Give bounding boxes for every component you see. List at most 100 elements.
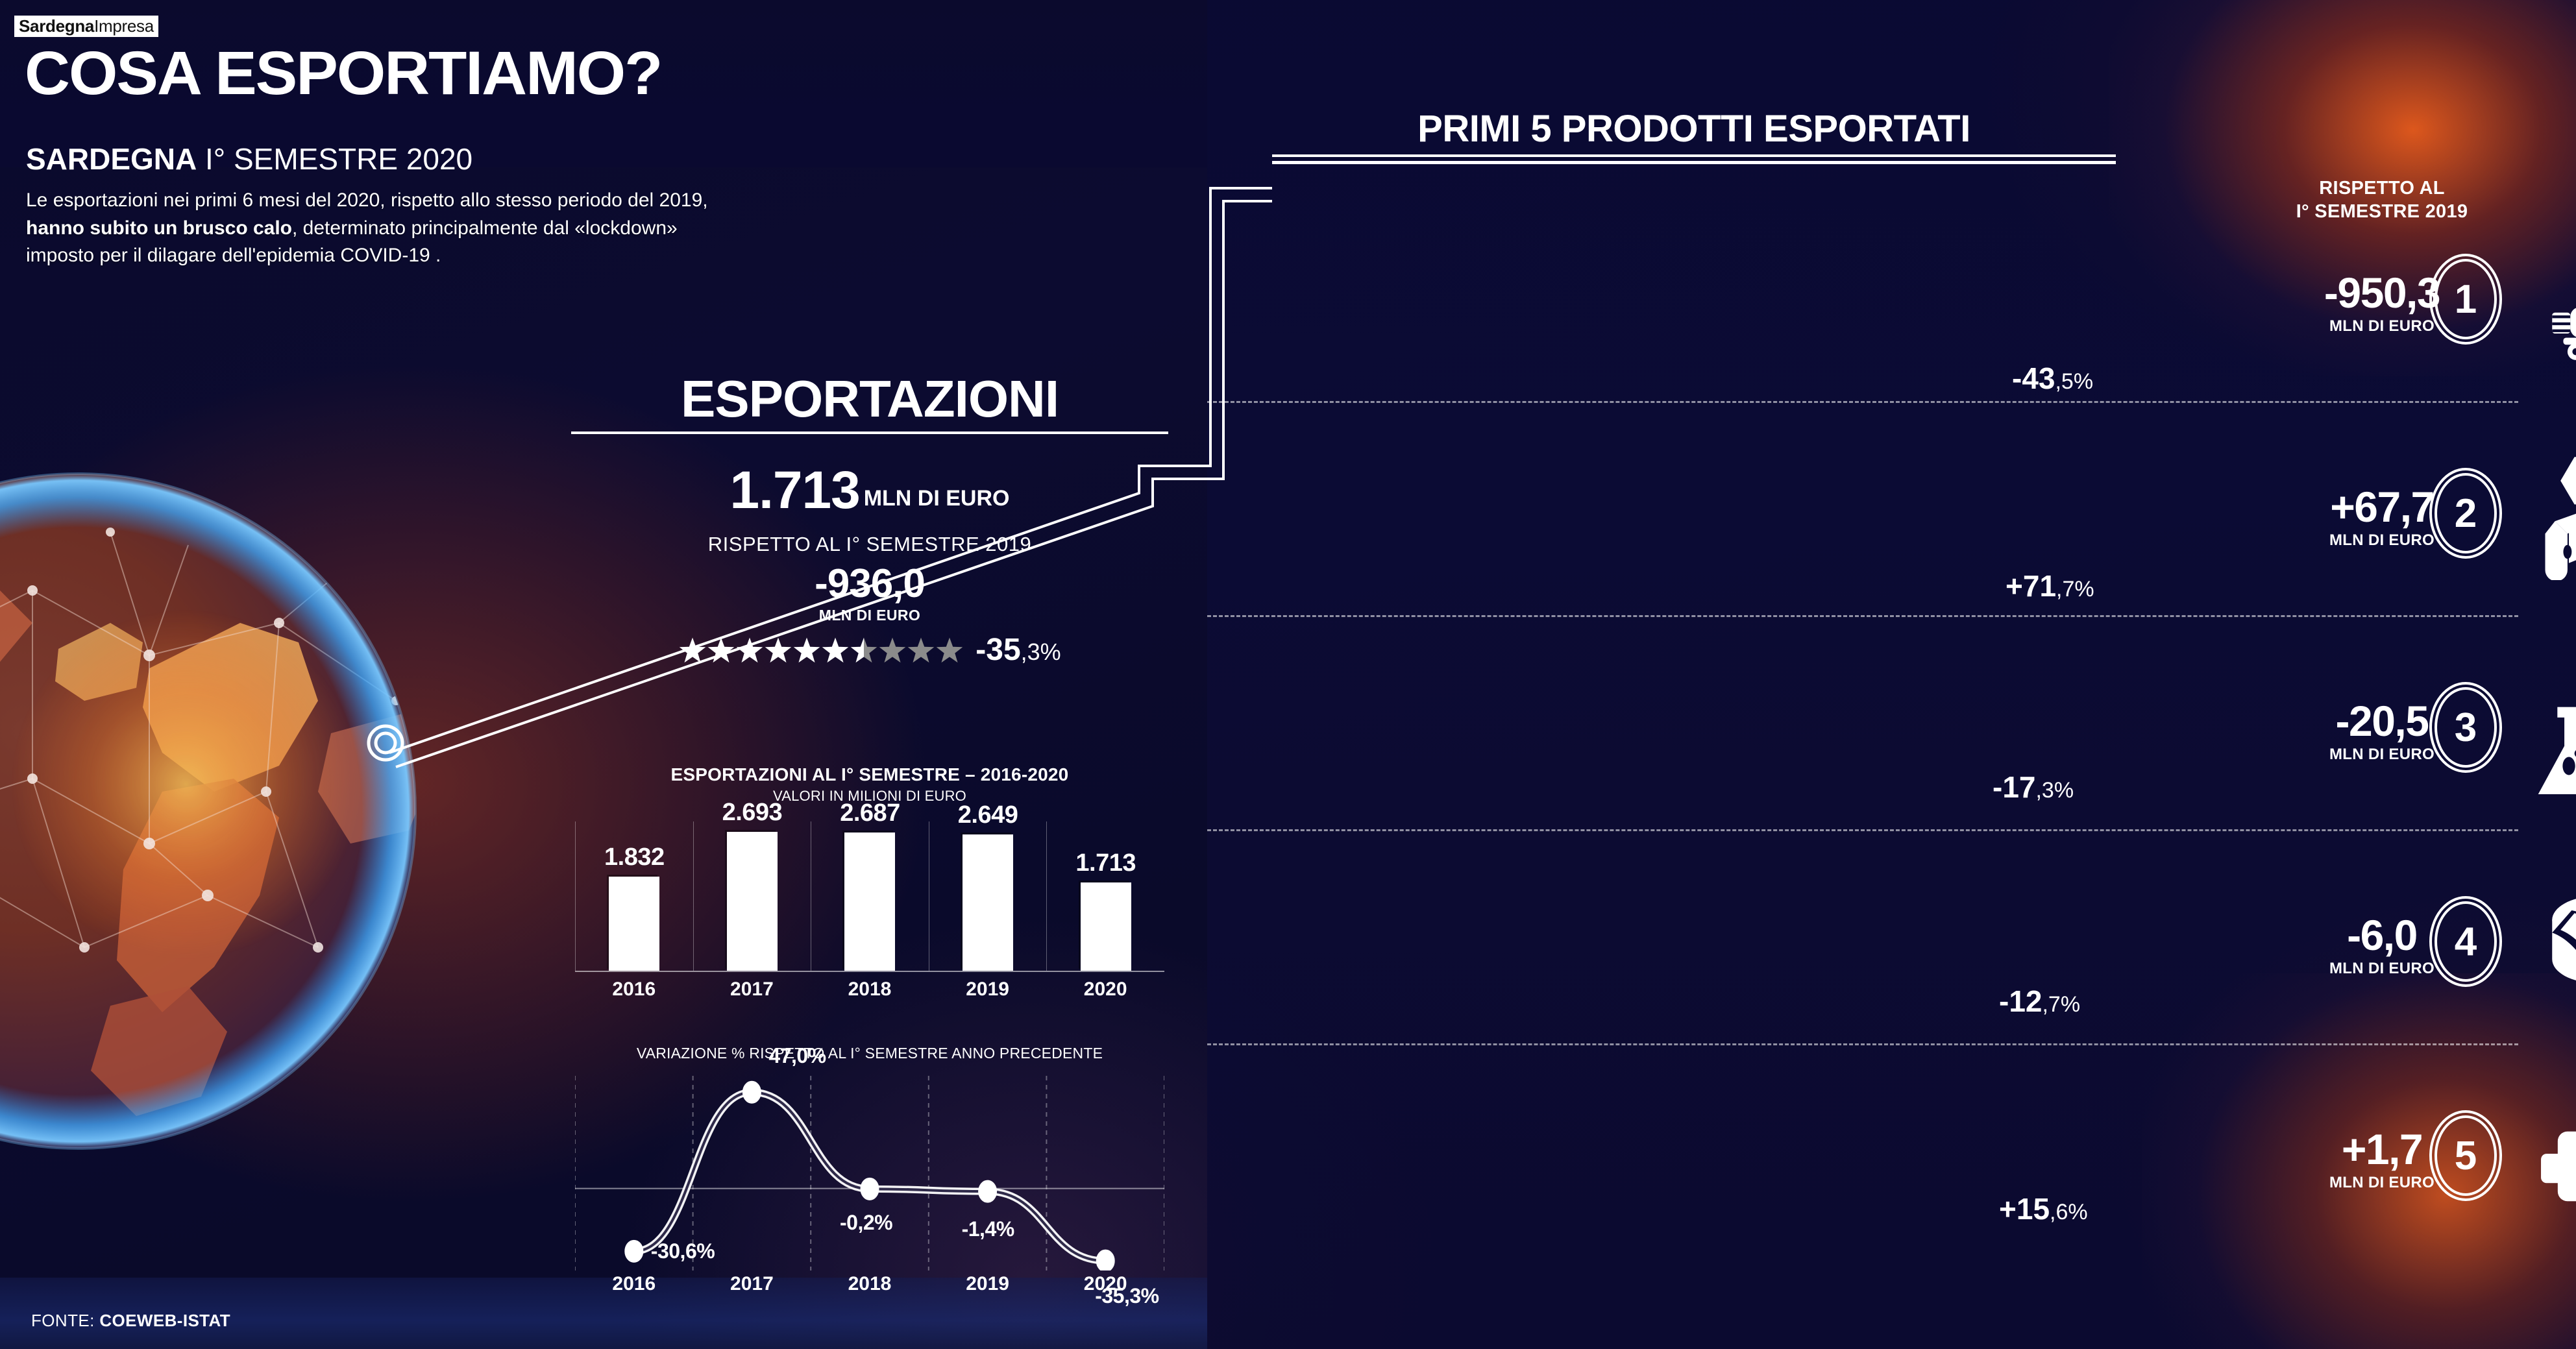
product-percent-dec: ,7% xyxy=(2042,992,2081,1017)
engine-icon xyxy=(2541,1131,2576,1202)
exports-title-rule xyxy=(571,431,1168,434)
page-subtitle-region: SARDEGNA xyxy=(26,142,197,176)
product-percent-change: +71,7% xyxy=(2006,571,2094,601)
products-title-rule-1 xyxy=(1272,154,2116,157)
exports-star-rating: -35,3% xyxy=(571,635,1168,666)
product-percent-dec: ,5% xyxy=(2055,369,2094,394)
lead-line-3: imposto per il dilagare dell'epidemia CO… xyxy=(26,245,441,267)
line-x-tick-label: 2016 xyxy=(612,1273,656,1294)
product-absolute-value: +67,7 xyxy=(2330,483,2435,531)
star-icon xyxy=(708,637,735,663)
fuel-pump-icon xyxy=(2552,308,2576,360)
right-column-header-line2: I° SEMESTRE 2019 xyxy=(2296,201,2468,223)
products-title-rule-2 xyxy=(1272,161,2116,164)
bar-value-label: 2.693 xyxy=(722,799,783,827)
product-row: 2 PESO % 9,5% PRODOTTI IN METALLO nca xyxy=(1207,409,2576,623)
globe-illustration xyxy=(0,428,461,1194)
lead-line-2: , determinato principalmente dal «lockdo… xyxy=(292,217,678,239)
product-percent-dec: ,7% xyxy=(2056,577,2094,602)
product-absolute-value: +1,7 xyxy=(2341,1125,2423,1173)
product-percent-int: -17 xyxy=(1993,770,2036,804)
product-rank-number: 2 xyxy=(2454,491,2477,536)
brand-logo-light: Impresa xyxy=(94,16,154,36)
line-chart-svg xyxy=(574,1076,1165,1272)
line-value-label: -30,6% xyxy=(650,1239,715,1263)
product-absolute-change: -6,0 MLN DI EURO xyxy=(2226,914,2538,978)
star-icon xyxy=(851,637,877,663)
product-row-divider xyxy=(1207,829,2518,831)
source-name: COEWEB-ISTAT xyxy=(99,1311,231,1330)
product-row: 1 PESO % 72% PRODOTTI PETROLIFERI xyxy=(1207,195,2576,409)
line-x-tick-label: 2020 xyxy=(1083,1273,1127,1294)
lead-emphasis: hanno subito un brusco calo xyxy=(26,217,293,239)
product-row-divider xyxy=(1207,401,2518,403)
product-percent-change: -17,3% xyxy=(1993,772,2074,802)
product-percent-dec: ,3% xyxy=(2035,778,2074,803)
exports-stars-group xyxy=(678,636,964,664)
rank-ring-icon xyxy=(2429,1110,2502,1201)
line-chart-plot: -30,6% 47,0% -0,2% -1,4% -35,3% xyxy=(574,1044,1165,1307)
bar-chart-plot: 1.832 2.693 2.687 2.649 1.713 xyxy=(575,799,1164,971)
background-top-band xyxy=(0,0,1207,167)
product-percent-change: +15,6% xyxy=(1999,1194,2088,1224)
rank-ring-icon xyxy=(2429,896,2502,987)
bar-value-label: 2.687 xyxy=(840,799,900,827)
bar xyxy=(609,876,660,971)
line-chart-x-labels: 2016 2017 2018 2019 2020 xyxy=(575,1273,1164,1295)
brand-logo: SardegnaImpresa xyxy=(14,16,158,37)
product-rank-badge: 5 xyxy=(2427,1108,2504,1203)
bar-chart-subtitle: VALORI IN MILIONI DI EURO xyxy=(773,788,966,804)
star-icon xyxy=(937,637,963,663)
bar-x-tick-label: 2019 xyxy=(966,978,1009,1000)
product-absolute-change: -950,3 MLN DI EURO xyxy=(2226,271,2538,335)
line-x-tick-label: 2018 xyxy=(848,1273,892,1294)
bar xyxy=(1080,882,1131,971)
background-glow-bottom-right xyxy=(2142,973,2576,1349)
right-column-header-line1: RISPETTO AL xyxy=(2319,178,2445,199)
star-icon xyxy=(822,637,849,663)
metal-bolt-icon xyxy=(2531,454,2576,581)
exports-percent-int: -35 xyxy=(975,633,1021,667)
line-chart-title: VARIAZIONE % RISPETTO AL I° SEMESTRE ANN… xyxy=(636,1045,1103,1062)
product-percent-dec: ,6% xyxy=(2050,1200,2088,1224)
exports-title: ESPORTAZIONI xyxy=(680,370,1059,428)
product-percent-change: -43,5% xyxy=(2012,363,2093,393)
star-icon xyxy=(765,637,792,663)
star-icon xyxy=(794,637,820,663)
exports-delta: -936,0 xyxy=(815,561,926,606)
bar-chart-column: 1.713 xyxy=(1046,821,1164,971)
background-footer-band xyxy=(0,1278,1207,1349)
bar-x-tick-label: 2020 xyxy=(1083,978,1127,1000)
product-percent-int: +15 xyxy=(1999,1192,2050,1226)
star-icon xyxy=(737,637,763,663)
bar-value-label: 1.713 xyxy=(1075,849,1136,877)
product-absolute-unit: MLN DI EURO xyxy=(2329,960,2435,977)
lead-paragraph: Le esportazioni nei primi 6 mesi del 202… xyxy=(26,187,870,270)
product-absolute-change: +67,7 MLN DI EURO xyxy=(2226,485,2538,550)
fuel-pump-icon xyxy=(2531,240,2576,363)
product-rank-number: 3 xyxy=(2454,705,2477,750)
exports-delta-unit: MLN DI EURO xyxy=(818,607,921,624)
product-row-divider xyxy=(1207,1043,2518,1045)
exports-compare-label: RISPETTO AL I° SEMESTRE 2019 xyxy=(707,533,1032,555)
bar-value-label: 1.832 xyxy=(604,843,665,871)
product-rank-badge: 2 xyxy=(2427,466,2504,561)
cheese-icon xyxy=(2552,899,2576,980)
line-value-label: 47,0% xyxy=(768,1044,826,1068)
star-icon xyxy=(879,637,906,663)
bar xyxy=(844,832,896,971)
product-percent-int: -43 xyxy=(2012,361,2055,395)
rank-ring-icon xyxy=(2429,682,2502,773)
exports-percent-dec: ,3% xyxy=(1020,638,1061,665)
product-rank-badge: 4 xyxy=(2427,894,2504,989)
product-rank-badge: 3 xyxy=(2427,680,2504,775)
bar-chart-column: 2.693 xyxy=(693,799,811,971)
product-row: 3 PESO % 5,7% PRODOTTI CHIMICI DI BASE 9… xyxy=(1207,623,2576,837)
star-icon xyxy=(908,637,935,663)
product-row-divider xyxy=(1207,615,2518,617)
lead-line-1: Le esportazioni nei primi 6 mesi del 202… xyxy=(26,189,708,211)
product-percent-int: -12 xyxy=(1999,984,2042,1018)
bar-chart-title: ESPORTAZIONI AL I° SEMESTRE – 2016-2020 xyxy=(670,764,1069,784)
product-rank-number: 4 xyxy=(2454,919,2477,964)
